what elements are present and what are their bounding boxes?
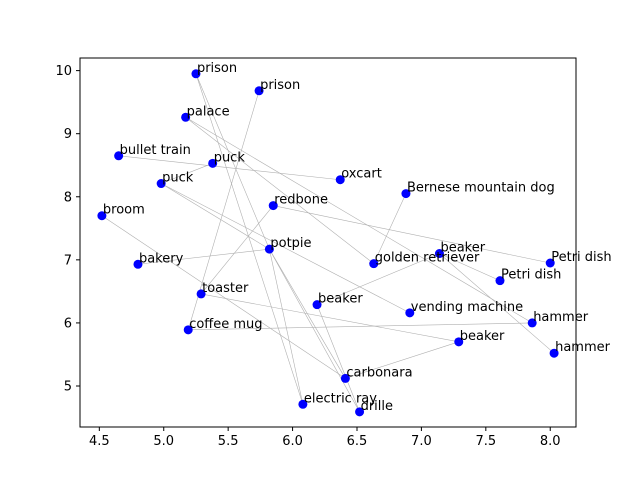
x-tick-label: 5.0	[153, 434, 174, 449]
edge-line	[269, 249, 304, 405]
edge-line	[201, 293, 459, 343]
point-label: coffee mug	[189, 317, 262, 332]
edge-line	[439, 253, 501, 281]
x-tick-label: 7.5	[475, 434, 496, 449]
x-axis: 4.5 5.0 5.5 6.0 6.5 7.0 7.5 8.0	[89, 427, 561, 449]
y-tick-label: 7	[64, 253, 72, 268]
point-label: electric ray	[304, 391, 377, 406]
y-axis: 5 6 7 8 9 10	[55, 64, 80, 395]
point-label: beaker	[318, 292, 363, 307]
point-label: vending machine	[411, 300, 523, 315]
data-point	[191, 69, 201, 79]
data-point	[369, 259, 379, 269]
point-label: Petri dish	[551, 250, 611, 265]
data-point	[527, 318, 537, 328]
y-tick-label: 6	[64, 316, 72, 331]
point-label: golden retriever	[375, 251, 480, 266]
y-tick-label: 5	[64, 380, 72, 395]
edge-line	[137, 248, 270, 265]
data-point	[264, 244, 274, 254]
y-tick-label: 10	[55, 64, 72, 79]
edges-layer	[101, 73, 555, 413]
edge-line	[316, 304, 360, 412]
data-point	[268, 201, 278, 211]
data-point	[495, 276, 505, 286]
x-tick-label: 8.0	[540, 434, 561, 449]
point-label: bakery	[139, 251, 184, 266]
point-label: redbone	[274, 193, 328, 208]
data-point	[133, 259, 143, 269]
point-label: palace	[187, 104, 230, 119]
data-point	[183, 325, 193, 335]
edge-line	[200, 205, 274, 295]
point-label: Bernese mountain dog	[407, 181, 555, 196]
point-label: toaster	[202, 281, 249, 296]
x-tick-label: 4.5	[89, 434, 110, 449]
point-label: broom	[103, 203, 145, 218]
edge-line	[101, 215, 346, 379]
point-label: beaker	[440, 241, 485, 256]
data-point	[97, 211, 107, 221]
point-labels-layer: prison prison palace bullet train puck puck ox…	[103, 61, 612, 414]
data-point	[196, 289, 206, 299]
point-label: puck	[162, 171, 194, 186]
edge-line	[161, 183, 270, 250]
point-label: puck	[214, 150, 246, 165]
edge-line	[195, 73, 270, 250]
edge-line	[269, 248, 360, 413]
edge-line	[161, 183, 410, 314]
point-label: prison	[260, 78, 300, 93]
data-point	[401, 189, 411, 199]
edge-line	[185, 117, 533, 324]
data-point	[549, 348, 559, 358]
edge-line	[188, 322, 533, 331]
edge-line	[273, 205, 551, 264]
edge-line	[185, 117, 374, 264]
x-tick-label: 6.0	[282, 434, 303, 449]
edge-line	[118, 155, 341, 181]
point-label: oxcart	[341, 167, 382, 182]
data-point	[355, 407, 365, 417]
point-label: carbonara	[346, 365, 412, 380]
data-point	[545, 258, 555, 268]
data-point	[298, 399, 308, 409]
edge-line	[316, 253, 440, 305]
data-point	[340, 373, 350, 383]
data-point	[254, 86, 264, 96]
x-tick-label: 5.5	[218, 434, 239, 449]
edge-line	[195, 73, 304, 405]
x-tick-label: 7.0	[411, 434, 432, 449]
data-point	[312, 300, 322, 310]
point-label: hammer	[555, 340, 611, 355]
plot-frame	[79, 57, 577, 428]
edge-line	[439, 253, 555, 354]
y-tick-label: 8	[64, 190, 72, 205]
data-point	[114, 151, 124, 161]
data-point	[434, 249, 444, 259]
x-tick-label: 6.5	[347, 434, 368, 449]
point-label: drille	[361, 399, 393, 414]
data-point	[454, 337, 464, 347]
point-label: prison	[197, 61, 237, 76]
point-label: potpie	[270, 236, 311, 251]
y-tick-label: 9	[64, 127, 72, 142]
point-label: Petri dish	[501, 268, 561, 283]
data-point	[156, 179, 166, 189]
edge-line	[345, 341, 459, 379]
edge-line	[373, 193, 407, 264]
point-label: bullet train	[120, 143, 191, 158]
point-label: beaker	[460, 329, 505, 344]
edge-line	[161, 163, 213, 184]
data-point	[405, 308, 415, 318]
data-point	[335, 175, 345, 185]
points-layer	[97, 69, 559, 417]
point-label: hammer	[533, 310, 589, 325]
data-point	[181, 112, 191, 122]
data-point	[208, 158, 218, 168]
